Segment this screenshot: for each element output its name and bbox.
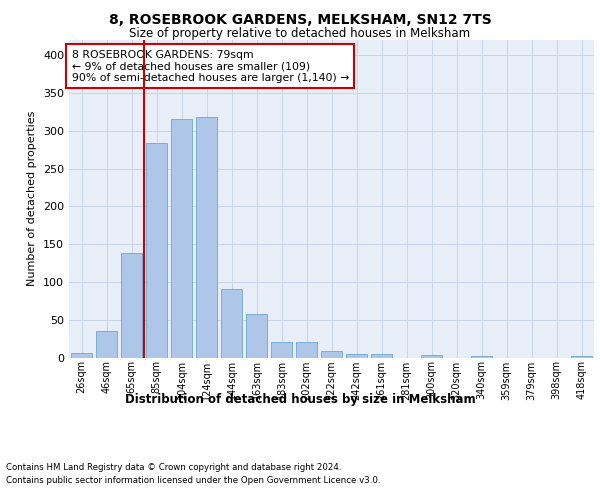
Text: 8, ROSEBROOK GARDENS, MELKSHAM, SN12 7TS: 8, ROSEBROOK GARDENS, MELKSHAM, SN12 7TS xyxy=(109,12,491,26)
Bar xyxy=(121,253,142,358)
Bar xyxy=(71,353,92,358)
Bar xyxy=(346,354,367,358)
Bar xyxy=(371,354,392,358)
Bar xyxy=(246,314,267,358)
Bar xyxy=(146,143,167,358)
Bar xyxy=(96,331,117,357)
Bar xyxy=(296,342,317,357)
Bar xyxy=(471,356,492,358)
Text: Distribution of detached houses by size in Melksham: Distribution of detached houses by size … xyxy=(125,392,475,406)
Y-axis label: Number of detached properties: Number of detached properties xyxy=(28,111,37,286)
Bar xyxy=(571,356,592,358)
Bar xyxy=(221,290,242,358)
Text: Contains public sector information licensed under the Open Government Licence v3: Contains public sector information licen… xyxy=(6,476,380,485)
Text: Contains HM Land Registry data © Crown copyright and database right 2024.: Contains HM Land Registry data © Crown c… xyxy=(6,462,341,471)
Bar xyxy=(171,120,192,358)
Text: 8 ROSEBROOK GARDENS: 79sqm
← 9% of detached houses are smaller (109)
90% of semi: 8 ROSEBROOK GARDENS: 79sqm ← 9% of detac… xyxy=(71,50,349,82)
Bar xyxy=(196,117,217,358)
Bar xyxy=(271,342,292,357)
Bar xyxy=(421,355,442,358)
Text: Size of property relative to detached houses in Melksham: Size of property relative to detached ho… xyxy=(130,28,470,40)
Bar xyxy=(321,350,342,358)
